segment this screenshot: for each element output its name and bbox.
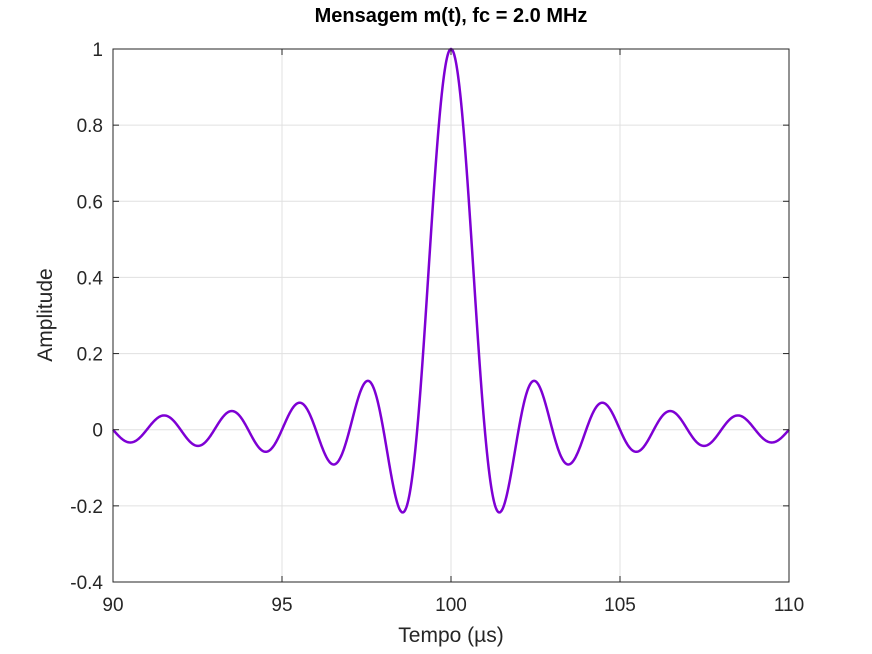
y-axis-label: Amplitude xyxy=(34,268,57,361)
y-tick-label: -0.2 xyxy=(70,497,103,518)
y-tick-label: 1 xyxy=(92,40,103,61)
y-tick-label: -0.4 xyxy=(70,573,103,594)
x-axis-label: Tempo (µs) xyxy=(398,624,503,647)
y-tick-label: 0.6 xyxy=(77,192,103,213)
chart-title: Mensagem m(t), fc = 2.0 MHz xyxy=(315,5,588,27)
x-tick-label: 105 xyxy=(604,595,636,616)
y-tick-label: 0 xyxy=(92,421,103,442)
x-tick-label: 100 xyxy=(435,595,467,616)
y-tick-label: 0.2 xyxy=(77,345,103,366)
ticks: 90 95 100 105 110 -0.4 -0.2 0 0.2 0.4 0.6 0.8 1 xyxy=(70,40,804,616)
x-tick-label: 90 xyxy=(102,595,123,616)
x-tick-label: 95 xyxy=(271,595,292,616)
y-tick-label: 0.4 xyxy=(77,268,104,289)
x-tick-label: 110 xyxy=(774,595,804,616)
y-tick-label: 0.8 xyxy=(77,116,103,137)
